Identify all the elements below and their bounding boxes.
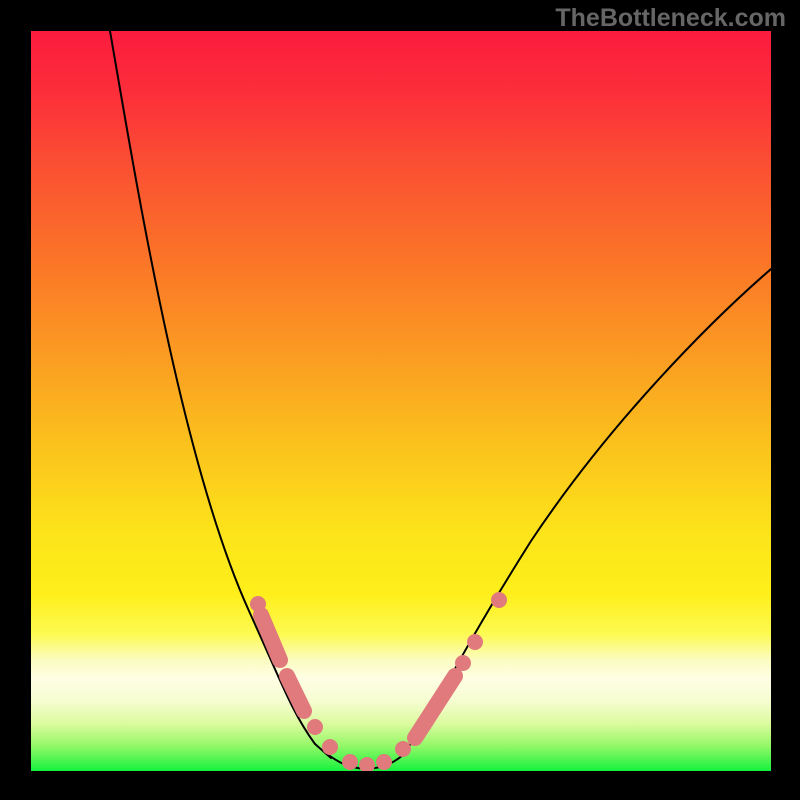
gradient-background: [31, 31, 771, 771]
chart-frame: TheBottleneck.com: [0, 0, 800, 800]
plot-area: [31, 31, 771, 771]
chart-svg: [31, 31, 771, 771]
watermark-text: TheBottleneck.com: [555, 4, 786, 33]
